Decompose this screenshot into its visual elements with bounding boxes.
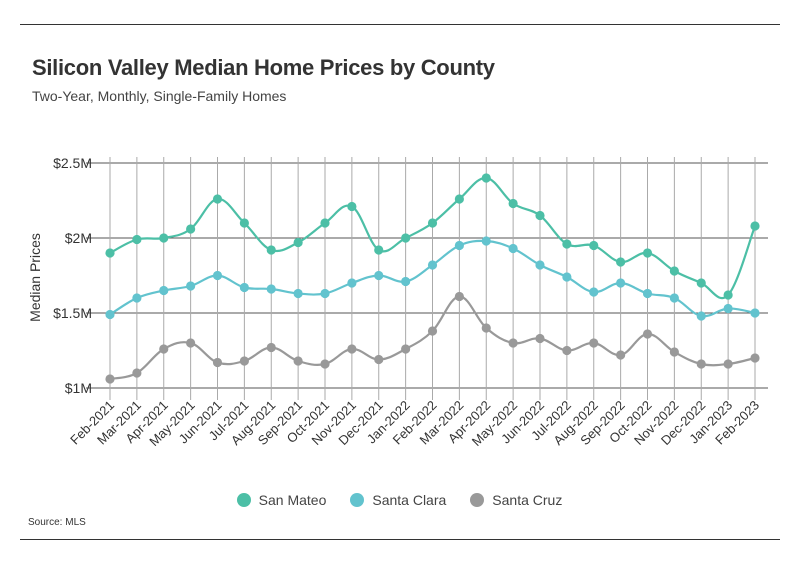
san-mateo-data-point xyxy=(401,233,411,243)
santa-cruz-data-point xyxy=(347,344,357,354)
san-mateo-data-point xyxy=(347,201,357,212)
top-rule xyxy=(20,24,780,25)
santa-cruz-data-point xyxy=(320,359,330,369)
santa-clara-data-point xyxy=(696,311,706,321)
santa-clara-data-point xyxy=(750,308,760,318)
santa-clara-data-point xyxy=(266,284,276,294)
santa-cruz-data-point xyxy=(454,291,464,302)
legend-item-santa-clara: Santa Clara xyxy=(350,492,446,508)
santa-clara-data-point xyxy=(508,243,518,254)
legend-item-santa-cruz: Santa Cruz xyxy=(470,492,562,508)
chart-title: Silicon Valley Median Home Prices by Cou… xyxy=(32,55,495,80)
san-mateo-data-point xyxy=(535,210,545,221)
santa-clara-data-point xyxy=(562,272,572,282)
san-mateo-data-point xyxy=(105,248,115,258)
san-mateo-data-point xyxy=(186,224,196,234)
santa-clara-data-point xyxy=(723,303,733,314)
santa-cruz-data-point xyxy=(186,338,196,348)
san-mateo-data-point xyxy=(669,266,679,276)
san-mateo-data-point xyxy=(374,245,384,255)
san-mateo-data-point xyxy=(454,194,464,204)
santa-clara-data-point xyxy=(454,240,464,251)
santa-cruz-data-point xyxy=(642,329,653,339)
santa-cruz-data-point xyxy=(669,347,679,357)
y-axis-label: Median Prices xyxy=(27,233,43,322)
santa-clara-data-point xyxy=(481,236,491,246)
san-mateo-data-point xyxy=(427,218,438,228)
santa-cruz-data-point xyxy=(589,338,599,348)
san-mateo-data-point xyxy=(266,245,276,255)
santa-clara-data-point xyxy=(212,270,223,281)
legend-swatch xyxy=(236,493,251,507)
santa-cruz-data-point xyxy=(132,368,142,378)
legend-label: Santa Clara xyxy=(372,492,447,508)
san-mateo-data-point xyxy=(320,218,330,228)
santa-cruz-data-point xyxy=(266,342,276,353)
santa-clara-data-point xyxy=(159,285,169,296)
santa-cruz-data-point xyxy=(293,356,303,366)
legend-swatch xyxy=(470,493,485,507)
santa-clara-data-point xyxy=(401,276,411,287)
santa-clara-data-point xyxy=(132,293,142,303)
san-mateo-data-point xyxy=(159,233,169,243)
legend-item-san-mateo: San Mateo xyxy=(236,492,327,508)
santa-clara-data-point xyxy=(239,282,249,293)
y-tick-label: $1M xyxy=(65,380,92,396)
san-mateo-data-point xyxy=(562,239,572,249)
santa-cruz-data-point xyxy=(374,354,384,365)
chart-subtitle: Two-Year, Monthly, Single-Family Homes xyxy=(32,88,287,104)
san-mateo-data-point xyxy=(642,248,653,258)
legend-label: Santa Cruz xyxy=(492,492,563,508)
santa-clara-data-point xyxy=(293,288,303,299)
y-tick-label: $2M xyxy=(65,230,92,246)
bottom-rule xyxy=(20,539,780,540)
santa-cruz-data-point xyxy=(481,323,491,333)
legend-swatch xyxy=(350,493,365,507)
santa-clara-data-point xyxy=(105,309,115,320)
santa-cruz-data-point xyxy=(159,344,169,354)
san-mateo-data-point xyxy=(293,237,303,248)
santa-cruz-data-point xyxy=(212,357,223,368)
santa-cruz-data-point xyxy=(535,333,545,344)
san-mateo-data-point xyxy=(481,173,491,183)
chart-legend: San Mateo Santa Clara Santa Cruz xyxy=(0,492,799,508)
santa-clara-data-point xyxy=(669,293,679,303)
santa-cruz-data-point xyxy=(105,374,115,384)
legend-label: San Mateo xyxy=(258,492,327,508)
san-mateo-data-point xyxy=(589,240,599,251)
san-mateo-data-point xyxy=(696,278,706,288)
santa-clara-data-point xyxy=(374,270,384,281)
santa-clara-data-point xyxy=(535,260,545,270)
source-note: Source: MLS xyxy=(28,517,86,528)
santa-clara-data-point xyxy=(186,281,196,291)
san-mateo-data-point xyxy=(239,218,249,228)
santa-clara-data-point xyxy=(589,287,599,297)
san-mateo-data-point xyxy=(508,198,518,209)
san-mateo-data-point xyxy=(132,234,142,245)
santa-cruz-data-point xyxy=(239,356,249,366)
santa-cruz-data-point xyxy=(562,345,572,356)
santa-clara-data-point xyxy=(616,278,626,288)
santa-cruz-data-point xyxy=(427,326,438,336)
san-mateo-data-point xyxy=(723,290,733,300)
y-tick-label: $1.5M xyxy=(53,305,92,321)
santa-cruz-data-point xyxy=(508,338,518,348)
santa-clara-data-point xyxy=(642,288,653,299)
santa-clara-data-point xyxy=(320,288,330,299)
santa-cruz-data-point xyxy=(723,359,733,369)
santa-clara-data-point xyxy=(427,260,438,270)
san-mateo-data-point xyxy=(750,221,760,231)
santa-clara-data-point xyxy=(347,278,357,288)
santa-cruz-data-point xyxy=(696,359,706,369)
y-tick-label: $2.5M xyxy=(53,155,92,171)
santa-cruz-data-point xyxy=(616,350,626,360)
san-mateo-data-point xyxy=(212,194,223,204)
santa-cruz-data-point xyxy=(750,353,760,363)
santa-cruz-data-point xyxy=(401,344,411,354)
san-mateo-data-point xyxy=(616,257,626,267)
